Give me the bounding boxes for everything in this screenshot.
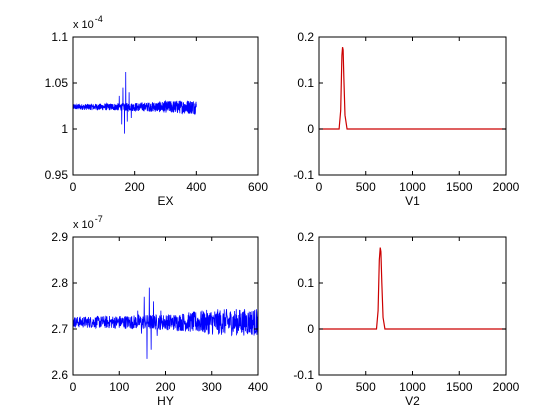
chart-hy: 0 100 200 300 400 2.6 2.7 2.8 2.9 HY x 10 -7 <box>51 214 268 408</box>
exponent-power-hy: -7 <box>95 214 103 224</box>
x-tick-label-ex: 200 <box>125 180 145 194</box>
y-tick-label-hy: 2.9 <box>51 230 68 244</box>
x-tick-label-v1: 2000 <box>493 180 520 194</box>
x-axis-label-v2: V2 <box>405 394 420 408</box>
chart-v1: 0 500 1000 1500 2000-0.100.10.2V1 <box>293 30 519 208</box>
y-tick-label-hy: 2.8 <box>51 276 68 290</box>
x-tick-label-v2: 2000 <box>493 380 520 394</box>
series-line-hy <box>73 287 258 359</box>
x-tick-label-ex: 600 <box>248 180 268 194</box>
y-tick-label-v1: 0.2 <box>297 30 314 44</box>
y-tick-label-hy: 2.7 <box>51 322 68 336</box>
x-tick-label-hy: 0 <box>70 380 77 394</box>
exponent-label-hy: x 10 <box>73 219 94 231</box>
y-tick-label-v1: -0.1 <box>293 168 314 182</box>
exponent-power-ex: -4 <box>95 14 103 24</box>
y-tick-label-v2: 0.2 <box>297 230 314 244</box>
series-line-v2 <box>319 247 506 330</box>
axes-frame-v2 <box>318 236 507 376</box>
x-tick-label-v2: 1500 <box>446 380 473 394</box>
axes-frame-v1 <box>318 36 507 176</box>
y-tick-label-ex: 1 <box>61 122 68 136</box>
x-tick-label-ex: 400 <box>186 180 206 194</box>
x-tick-label-v1: 1000 <box>399 180 426 194</box>
x-tick-label-ex: 0 <box>70 180 77 194</box>
x-tick-label-v2: 1000 <box>399 380 426 394</box>
axes-frame-ex <box>72 36 259 176</box>
y-tick-label-hy: 2.6 <box>51 368 68 382</box>
x-tick-label-v2: 500 <box>356 380 376 394</box>
x-tick-label-hy: 400 <box>248 380 268 394</box>
x-tick-label-hy: 300 <box>202 380 222 394</box>
y-tick-label-v1: 0.1 <box>297 76 314 90</box>
x-tick-label-v1: 0 <box>316 180 323 194</box>
y-tick-label-v2: 0.1 <box>297 276 314 290</box>
x-tick-label-v1: 500 <box>356 180 376 194</box>
x-tick-label-v2: 0 <box>316 380 323 394</box>
y-tick-label-ex: 0.95 <box>45 168 69 182</box>
y-tick-label-v2: -0.1 <box>293 368 314 382</box>
axes-frame-hy <box>72 236 259 376</box>
y-tick-label-ex: 1.05 <box>45 76 69 90</box>
x-axis-label-v1: V1 <box>405 194 420 208</box>
x-tick-label-v1: 1500 <box>446 180 473 194</box>
chart-v2: 0 500 1000 1500 2000-0.100.10.2V2 <box>293 230 519 408</box>
y-tick-label-ex: 1.1 <box>51 30 68 44</box>
y-tick-label-v1: 0 <box>307 122 314 136</box>
y-tick-label-v2: 0 <box>307 322 314 336</box>
exponent-label-ex: x 10 <box>73 19 94 31</box>
series-line-v1 <box>319 47 506 130</box>
x-tick-label-hy: 200 <box>155 380 175 394</box>
chart-ex: 0 200 400 600 0.95 1 1.05 1.1 EX x 10 -4 <box>45 14 269 208</box>
x-tick-label-hy: 100 <box>109 380 129 394</box>
series-line-ex <box>73 71 197 134</box>
x-axis-label-ex: EX <box>157 194 173 208</box>
x-axis-label-hy: HY <box>157 394 174 408</box>
